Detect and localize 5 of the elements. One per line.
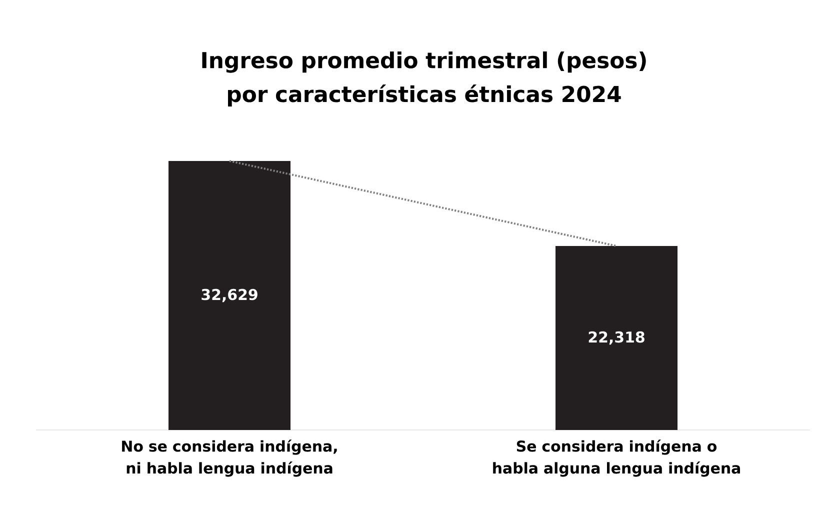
x-tick-label: Se considera indígena o habla alguna lengua indígena [493, 440, 740, 477]
x-tick-label: No se considera indígena, ni habla lengua indígena [122, 440, 337, 477]
data-label: 32,629 [202, 288, 258, 302]
data-label: 22,318 [588, 331, 644, 345]
chart-title: Ingreso promedio trimestral (pesos) por características étnicas 2024 [202, 51, 646, 107]
